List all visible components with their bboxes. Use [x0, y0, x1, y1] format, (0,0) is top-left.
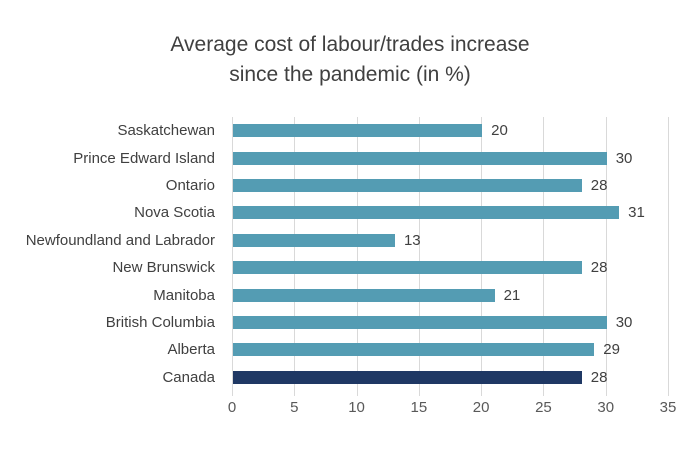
gridline	[605, 117, 607, 391]
bar-row: 29	[233, 336, 669, 363]
bar-row: 13	[233, 227, 669, 254]
x-axis-tick-label: 0	[227, 399, 237, 416]
bar	[233, 178, 582, 192]
chart-title: Average cost of labour/trades increase s…	[0, 30, 700, 90]
bar-row: 20	[233, 117, 669, 144]
bar-row: 28	[233, 364, 669, 391]
bar	[233, 206, 620, 220]
value-label: 21	[503, 286, 521, 304]
bar	[233, 370, 582, 384]
bar	[233, 233, 395, 247]
category-label: Canada	[162, 368, 215, 386]
bar-row: 30	[233, 144, 669, 171]
value-label: 28	[590, 259, 608, 277]
gridline	[418, 117, 420, 391]
x-axis-tick-label: 25	[535, 399, 552, 416]
x-axis-tick-label: 20	[472, 399, 490, 416]
bar	[233, 288, 495, 302]
axis-tick-mark	[356, 391, 358, 396]
axis-tick-mark	[543, 391, 545, 396]
gridline	[668, 117, 669, 391]
bar	[233, 315, 607, 329]
axis-tick-mark	[294, 391, 296, 396]
category-label: Ontario	[165, 176, 215, 194]
category-label: New Brunswick	[112, 259, 215, 277]
category-label: Saskatchewan	[117, 122, 215, 140]
x-axis-tick-label: 10	[348, 399, 365, 416]
bar-row: 28	[233, 254, 669, 281]
category-label: Alberta	[167, 341, 215, 359]
axis-tick-mark	[605, 391, 607, 396]
bar	[233, 124, 483, 138]
axis-tick-mark	[418, 391, 420, 396]
value-label: 30	[615, 313, 633, 331]
category-label: Prince Edward Island	[73, 149, 215, 167]
value-label: 31	[628, 204, 645, 222]
category-label: Nova Scotia	[134, 204, 215, 222]
value-label: 28	[590, 368, 608, 386]
gridline	[356, 117, 358, 391]
axis-tick-mark	[668, 391, 669, 396]
x-axis-tick-label: 30	[597, 399, 615, 416]
gridline	[543, 117, 545, 391]
axis-tick-mark	[232, 391, 233, 396]
category-label: Newfoundland and Labrador	[25, 231, 215, 249]
bar-row: 28	[233, 172, 669, 199]
value-label: 28	[590, 176, 608, 194]
bar	[233, 261, 582, 275]
axis-tick-mark	[481, 391, 483, 396]
value-label: 30	[615, 149, 633, 167]
chart-title-line2: since the pandemic (in %)	[229, 63, 471, 86]
value-label: 20	[491, 122, 508, 140]
value-label: 13	[403, 231, 421, 249]
value-label: 29	[603, 341, 620, 359]
bar	[233, 343, 595, 357]
x-axis-tick-label: 5	[290, 399, 299, 416]
x-axis-tick-label: 35	[659, 399, 677, 416]
plot-area: 20 30 28 31 13 28 21 30 29 28	[232, 117, 669, 396]
category-label: British Columbia	[105, 313, 215, 331]
bar	[233, 151, 607, 165]
x-axis-tick-label: 15	[410, 399, 428, 416]
chart-title-line1: Average cost of labour/trades increase	[170, 33, 530, 56]
category-label: Manitoba	[153, 286, 215, 304]
gridline	[294, 117, 296, 391]
category-axis: Saskatchewan Prince Edward Island Ontario N…	[0, 117, 224, 391]
bar-row: 30	[233, 309, 669, 336]
bar-row: 31	[233, 199, 669, 226]
bar-row: 21	[233, 281, 669, 308]
value-axis: 0 5 10 15 20 25 30 35	[228, 399, 677, 419]
gridline	[481, 117, 483, 391]
